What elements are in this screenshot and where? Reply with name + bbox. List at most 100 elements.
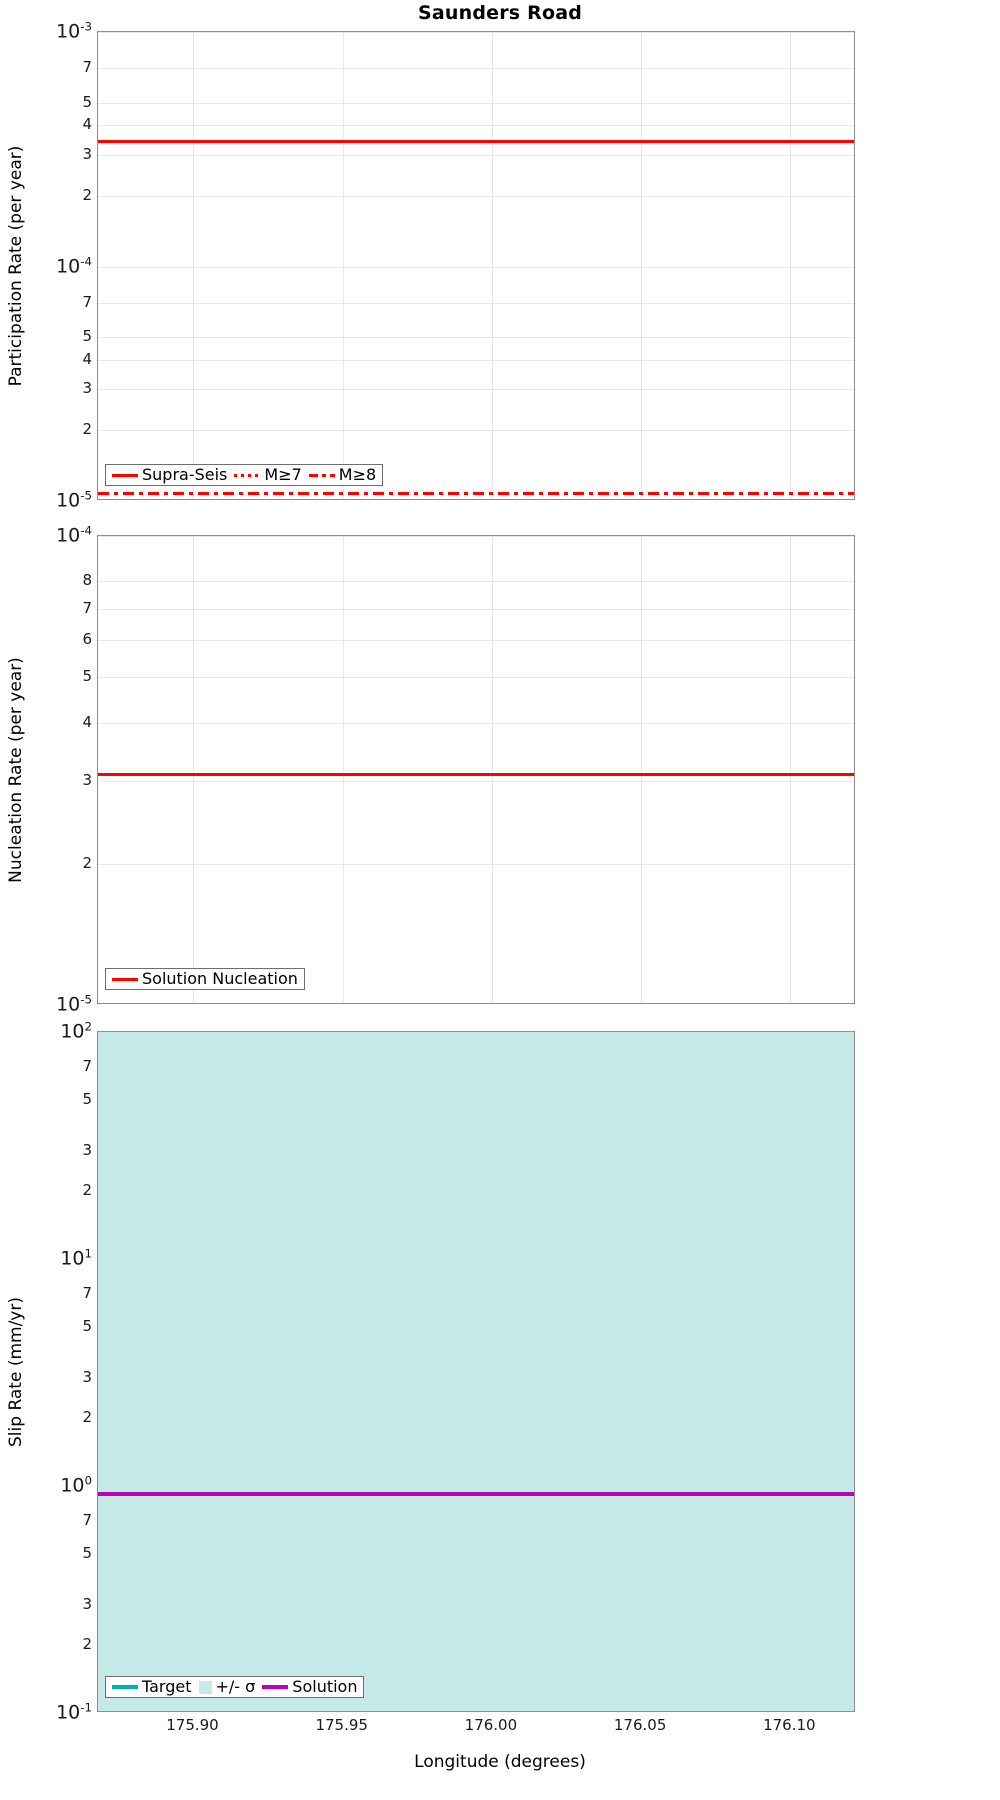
legend-label-solution: Solution [292,1677,358,1696]
panel2-legend[interactable]: Solution Nucleation [105,968,305,990]
series-line-m-7 [98,140,854,144]
gridline-vertical [790,536,792,1003]
y-axis-tick-label: 101 [60,1246,92,1270]
band-patch-icon [198,1680,212,1694]
gridline-vertical [342,536,344,1003]
legend-item-solution[interactable]: Solution [262,1679,357,1695]
y-axis-tick-label: 7 [82,1511,92,1530]
legend-label-sigma: +/- σ [215,1677,256,1696]
gridline-vertical [641,32,643,499]
y-axis-tick-label: 3 [82,1140,92,1159]
x-axis-tick-label: 176.10 [763,1716,816,1734]
gridline-horizontal [98,608,854,610]
y-axis-tick-label: 5 [82,327,92,346]
line-solution-icon [262,1685,289,1689]
legend-item-m7[interactable]: M≥7 [234,465,302,484]
panel1-y-axis-label: Participation Rate (per year) [6,145,26,386]
y-axis-tick-label: 4 [82,712,92,731]
panel-nucleation-rate [97,535,855,1004]
gridline-horizontal [98,337,854,339]
legend-label-m7: M≥7 [264,465,302,484]
y-axis-tick-label: 3 [82,1594,92,1613]
y-axis-tick-label: 5 [82,667,92,686]
legend-item-target[interactable]: Target [112,1679,192,1695]
gridline-vertical [193,32,195,499]
gridline-horizontal [98,154,854,156]
legend-label-solution-nucleation: Solution Nucleation [142,969,298,988]
panel-participation-rate [97,31,855,500]
gridline-horizontal [98,266,854,268]
gridline-horizontal [98,125,854,127]
gridline-vertical [790,32,792,499]
legend-item-solution-nucleation[interactable]: Solution Nucleation [112,971,298,987]
panel-slip-rate [97,1031,855,1712]
gridline-horizontal [98,32,854,33]
y-axis-tick-label: 10-5 [56,992,92,1016]
y-axis-tick-label: 7 [82,58,92,77]
line-solid-icon [112,473,138,477]
y-axis-tick-label: 10-5 [56,488,92,512]
y-axis-tick-label: 2 [82,1634,92,1653]
line-dotted-icon [234,473,261,477]
y-axis-tick-label: 100 [60,1473,92,1497]
line-dashdot-icon [308,473,335,477]
gridline-horizontal [98,359,854,361]
panel3-legend[interactable]: Target +/- σ Solution [105,1676,365,1698]
series-line-solution [98,1491,854,1496]
y-axis-tick-label: 2 [82,1407,92,1426]
y-axis-tick-label: 10-4 [56,253,92,278]
series-line-m-8 [98,491,854,495]
gridline-horizontal [98,389,854,391]
gridline-horizontal [98,102,854,104]
y-axis-tick-label: 3 [82,771,92,790]
page-title: Saunders Road [417,2,583,24]
legend-item-supra-seis[interactable]: Supra-Seis [112,467,227,483]
y-axis-tick-label: 6 [82,630,92,649]
line-solid-icon [112,977,138,981]
y-axis-tick-label: 2 [82,853,92,872]
y-axis-tick-label: 3 [82,144,92,163]
y-axis-tick-label: 5 [82,92,92,111]
y-axis-tick-label: 3 [82,379,92,398]
x-axis-tick-label: 175.90 [166,1716,219,1734]
gridline-horizontal [98,677,854,679]
y-axis-tick-label: 2 [82,1180,92,1199]
line-target-icon [112,1685,138,1689]
y-axis-tick-label: 8 [82,571,92,590]
y-axis-tick-label: 102 [60,1019,92,1043]
y-axis-tick-label: 3 [82,1367,92,1386]
gridline-horizontal [98,722,854,724]
gridline-horizontal [98,536,854,537]
gridline-vertical [193,536,195,1003]
legend-label-target: Target [142,1677,192,1696]
y-axis-tick-label: 5 [82,1544,92,1563]
y-axis-tick-label: 2 [82,185,92,204]
legend-item-m8[interactable]: M≥8 [308,465,377,484]
y-axis-tick-label: 7 [82,1057,92,1076]
y-axis-tick-label: 10-3 [56,19,92,43]
series-line-solution-nucleation [98,773,854,777]
gridline-vertical [491,536,493,1003]
gridline-vertical [342,32,344,499]
gridline-vertical [491,32,493,499]
x-axis-tick-label: 175.95 [315,1716,368,1734]
y-axis-tick-label: 10-1 [56,1700,92,1724]
x-axis-tick-label: 176.00 [464,1716,518,1734]
gridline-horizontal [98,68,854,70]
panel2-y-axis-label: Nucleation Rate (per year) [6,656,26,883]
y-axis-tick-label: 4 [82,349,92,368]
legend-label-m8: M≥8 [338,465,377,484]
y-axis-tick-label: 5 [82,1317,92,1336]
gridline-horizontal [98,640,854,642]
y-axis-tick-label: 7 [82,598,92,617]
gridline-vertical [641,536,643,1003]
gridline-horizontal [98,430,854,432]
gridline-horizontal [98,863,854,865]
panel3-y-axis-label: Slip Rate (mm/yr) [6,1296,26,1447]
x-axis-tick-label: 176.05 [613,1716,667,1734]
legend-item-sigma[interactable]: +/- σ [198,1677,256,1696]
gridline-horizontal [98,581,854,583]
panel1-legend[interactable]: Supra-Seis M≥7 M≥8 [105,464,384,486]
x-axis-label: Longitude (degrees) [414,1752,586,1772]
y-axis-tick-label: 4 [82,115,92,134]
